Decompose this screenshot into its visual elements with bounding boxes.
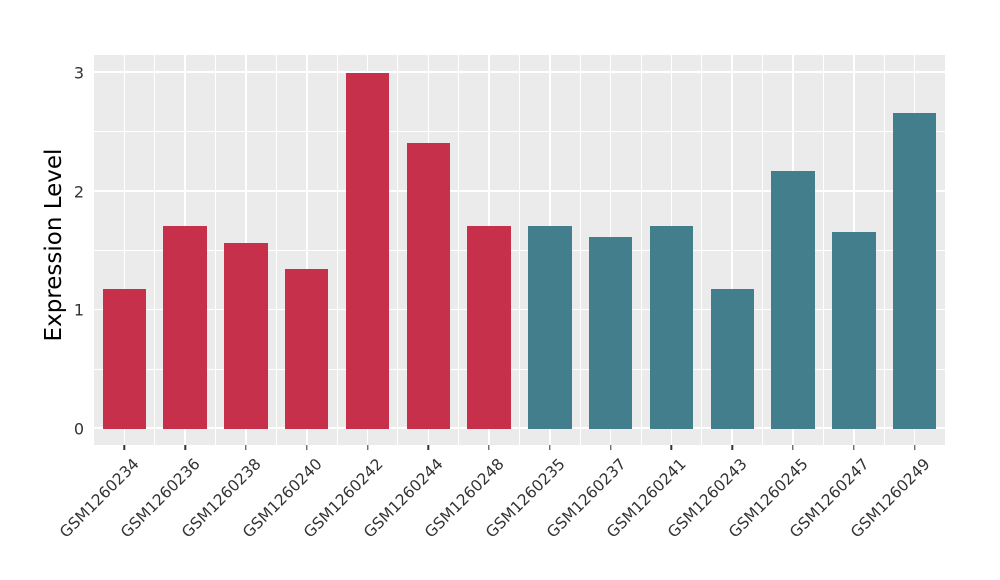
gridline-vertical-minor (154, 55, 156, 445)
gridline-vertical-major (305, 55, 308, 445)
x-axis-tick-mark (123, 445, 126, 450)
x-axis-tick-marks (94, 445, 945, 451)
gridline-vertical-minor (519, 55, 520, 445)
y-axis-tick-label: 0 (73, 419, 84, 439)
bar[interactable] (467, 225, 511, 429)
x-axis-tick-mark (427, 445, 430, 450)
gridline-vertical-minor (397, 55, 399, 445)
x-axis-tick-mark (670, 445, 673, 450)
plot-panel (94, 55, 945, 445)
bar[interactable] (832, 231, 876, 429)
x-axis-tick-mark (245, 445, 247, 450)
bar[interactable] (649, 225, 694, 429)
bar[interactable] (588, 236, 633, 429)
x-axis-tick-mark (366, 445, 369, 450)
x-axis-tick-mark (184, 445, 186, 450)
gridline-vertical-major (731, 55, 734, 445)
x-axis-tick-mark (488, 445, 490, 450)
gridline-vertical-minor (640, 55, 642, 445)
y-axis-tick-label: 3 (73, 63, 84, 83)
x-axis-tick-mark (792, 445, 794, 450)
gridline-vertical-minor (822, 55, 824, 445)
x-axis-tick-mark (853, 445, 855, 450)
bar[interactable] (771, 171, 815, 429)
x-axis-tick-labels: GSM1260234 GSM1260236 GSM1260238 GSM1260240… (57, 451, 945, 580)
bar[interactable] (102, 288, 147, 429)
bar[interactable] (406, 142, 451, 429)
gridline-vertical-minor (215, 55, 217, 445)
gridline-vertical-major (123, 55, 126, 445)
x-axis-tick-mark (913, 445, 916, 450)
gridline-vertical-minor (275, 55, 277, 445)
x-axis-tick-mark (306, 445, 308, 450)
bar[interactable] (710, 288, 754, 429)
x-axis-tick-mark (731, 445, 733, 450)
bar[interactable] (528, 225, 572, 429)
gridline-vertical-minor (762, 55, 764, 445)
y-axis-tick-labels: 0 1 2 3 (52, 55, 144, 445)
gridline-vertical-minor (701, 55, 703, 445)
y-axis-tick-label: 1 (73, 300, 84, 320)
gridline-vertical-minor (579, 55, 581, 445)
bar[interactable] (892, 113, 937, 429)
gridline-vertical-minor (458, 55, 460, 445)
gridline-vertical-minor (336, 55, 338, 445)
y-axis-tick-label: 2 (73, 182, 84, 202)
x-axis-tick-mark (549, 445, 551, 450)
x-axis-tick-mark (609, 445, 612, 450)
bar[interactable] (224, 242, 268, 429)
bar[interactable] (345, 72, 390, 429)
gridline-vertical-minor (883, 55, 885, 445)
bar[interactable] (163, 225, 207, 429)
bar[interactable] (285, 268, 329, 429)
